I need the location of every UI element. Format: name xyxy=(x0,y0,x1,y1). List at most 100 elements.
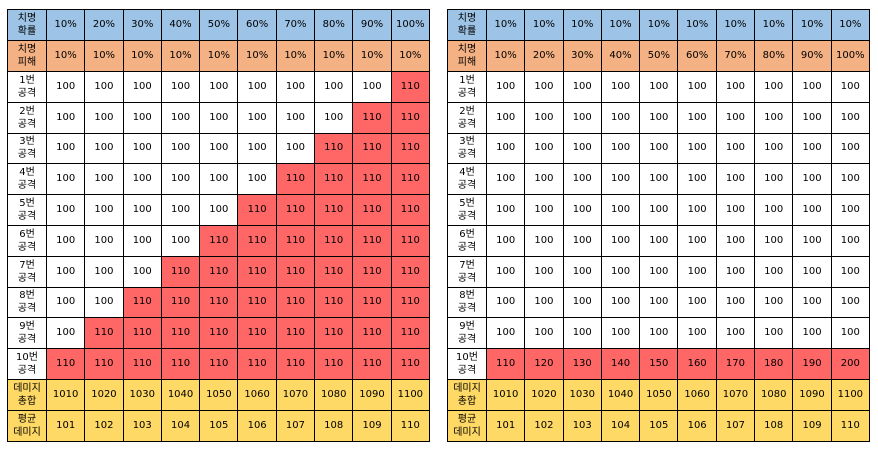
crit-rate-cell: 10% xyxy=(792,9,832,41)
left-damage-table: 치명 확률 10% 20% 30% 40% 50% 60% 70% 80% 90% 100% 치명 피해 1… xyxy=(7,9,430,442)
damage-cell: 100 xyxy=(639,286,679,319)
attack-row: 4번 공격 100 100 100 100 100 100 100 100 100 100 xyxy=(447,163,870,196)
attack-label: 9번 공격 xyxy=(7,317,47,350)
crit-hit-cell: 110 xyxy=(122,348,162,380)
damage-cell: 100 xyxy=(639,255,679,288)
damage-cell: 100 xyxy=(562,224,602,257)
attack-label: 3번 공격 xyxy=(447,132,487,165)
crit-rate-cell: 10% xyxy=(485,9,526,41)
attack-row: 5번 공격 100 100 100 100 100 100 100 100 100 100 xyxy=(447,194,870,226)
total-damage-row: 데미지 총합 1010 1020 1030 1040 1050 1060 1070 1080 109… xyxy=(447,378,870,411)
crit-hit-cell: 120 xyxy=(524,348,564,380)
crit-rate-cell: 10% xyxy=(715,9,756,41)
damage-cell: 100 xyxy=(754,194,794,226)
average-damage-label-line: 평균 xyxy=(17,413,37,425)
damage-cell: 100 xyxy=(639,132,679,165)
crit-rate-cell: 80% xyxy=(314,9,354,41)
crit-hit-cell: 110 xyxy=(237,224,277,257)
damage-cell: 100 xyxy=(792,101,832,134)
attack-label-line: 공격 xyxy=(457,118,477,130)
total-damage-cell: 1050 xyxy=(639,378,679,411)
attack-label: 3번 공격 xyxy=(7,132,47,165)
damage-cell: 100 xyxy=(639,194,679,226)
damage-cell: 100 xyxy=(524,255,564,288)
attack-label-line: 공격 xyxy=(17,118,37,130)
damage-cell: 100 xyxy=(600,255,641,288)
total-damage-cell: 1080 xyxy=(754,378,794,411)
damage-cell: 100 xyxy=(485,101,526,134)
attack-label: 2번 공격 xyxy=(447,101,487,134)
attack-row: 2번 공격 100 100 100 100 100 100 100 100 110 110 xyxy=(7,101,430,134)
crit-rate-label-line: 치명 xyxy=(17,13,37,24)
damage-cell: 100 xyxy=(199,101,239,134)
damage-cell: 100 xyxy=(677,132,717,165)
crit-hit-cell: 110 xyxy=(199,286,239,319)
attack-label-line: 5번 xyxy=(459,198,475,210)
damage-cell: 100 xyxy=(715,317,756,350)
crit-hit-cell: 110 xyxy=(314,132,354,165)
damage-cell: 100 xyxy=(122,163,162,196)
damage-cell: 100 xyxy=(485,286,526,319)
crit-damage-cell: 10% xyxy=(160,40,201,72)
attack-label-line: 4번 xyxy=(19,167,35,179)
damage-cell: 100 xyxy=(600,71,641,103)
total-damage-cell: 1060 xyxy=(237,378,277,411)
average-damage-label: 평균 데미지 xyxy=(7,409,47,442)
damage-cell: 100 xyxy=(160,224,201,257)
crit-hit-cell: 140 xyxy=(600,348,641,380)
crit-hit-cell: 110 xyxy=(45,348,86,380)
average-damage-cell: 101 xyxy=(485,409,526,442)
attack-row: 1번 공격 100 100 100 100 100 100 100 100 100 110 xyxy=(7,71,430,103)
crit-hit-cell: 110 xyxy=(390,348,430,380)
damage-cell: 100 xyxy=(792,255,832,288)
total-damage-cell: 1100 xyxy=(830,378,870,411)
crit-rate-label-line: 치명 xyxy=(457,13,477,24)
crit-damage-cell: 20% xyxy=(524,40,564,72)
damage-cell: 100 xyxy=(639,163,679,196)
attack-label-line: 공격 xyxy=(17,87,37,99)
attack-label-line: 공격 xyxy=(457,334,477,346)
attack-label-line: 공격 xyxy=(17,303,37,315)
crit-damage-row: 치명 피해 10% 10% 10% 10% 10% 10% 10% 10% 10% 10% xyxy=(7,40,430,72)
average-damage-cell: 109 xyxy=(792,409,832,442)
attack-label-line: 3번 xyxy=(459,136,475,148)
attack-label-line: 6번 xyxy=(19,228,35,240)
damage-cell: 100 xyxy=(524,132,564,165)
average-damage-label-line: 데미지 xyxy=(453,426,481,438)
total-damage-cell: 1090 xyxy=(352,378,392,411)
damage-cell: 100 xyxy=(639,224,679,257)
crit-hit-cell: 110 xyxy=(275,163,316,196)
crit-hit-cell: 110 xyxy=(390,317,430,350)
damage-cell: 100 xyxy=(792,286,832,319)
damage-cell: 100 xyxy=(275,71,316,103)
attack-row: 3번 공격 100 100 100 100 100 100 100 100 100 100 xyxy=(447,132,870,165)
average-damage-cell: 104 xyxy=(160,409,201,442)
crit-hit-cell: 110 xyxy=(390,194,430,226)
crit-damage-label-line: 피해 xyxy=(17,57,37,68)
attack-label-line: 공격 xyxy=(17,180,37,192)
damage-cell: 100 xyxy=(715,163,756,196)
average-damage-cell: 107 xyxy=(715,409,756,442)
crit-damage-label: 치명 피해 xyxy=(7,40,47,72)
attack-label-line: 공격 xyxy=(17,272,37,284)
crit-rate-cell: 10% xyxy=(600,9,641,41)
damage-cell: 100 xyxy=(160,101,201,134)
crit-hit-cell: 110 xyxy=(160,317,201,350)
crit-hit-cell: 110 xyxy=(199,348,239,380)
attack-label-line: 1번 xyxy=(459,74,475,86)
damage-cell: 100 xyxy=(237,163,277,196)
damage-cell: 100 xyxy=(199,132,239,165)
damage-cell: 100 xyxy=(122,224,162,257)
average-damage-cell: 105 xyxy=(639,409,679,442)
damage-cell: 100 xyxy=(84,255,124,288)
damage-cell: 100 xyxy=(830,317,870,350)
damage-cell: 100 xyxy=(715,224,756,257)
crit-rate-cell: 40% xyxy=(160,9,201,41)
damage-cell: 100 xyxy=(830,132,870,165)
attack-row: 4번 공격 100 100 100 100 100 100 110 110 110 110 xyxy=(7,163,430,196)
crit-hit-cell: 110 xyxy=(160,286,201,319)
damage-cell: 100 xyxy=(754,255,794,288)
damage-cell: 100 xyxy=(600,101,641,134)
crit-hit-cell: 110 xyxy=(352,163,392,196)
attack-row: 7번 공격 100 100 100 100 100 100 100 100 100 100 xyxy=(447,255,870,288)
